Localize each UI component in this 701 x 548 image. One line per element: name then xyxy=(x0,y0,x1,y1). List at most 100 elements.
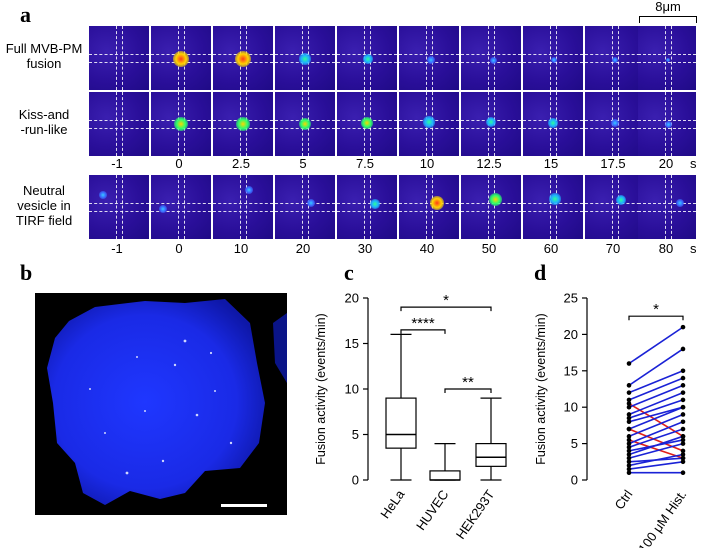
y-tick-label: 20 xyxy=(345,291,359,306)
point-hist xyxy=(680,390,686,395)
category-label: Ctrl xyxy=(612,487,636,512)
pair-segment xyxy=(628,326,684,365)
time-tick-1: 15 xyxy=(543,156,559,171)
point-ctrl xyxy=(626,426,632,432)
frame-tile xyxy=(638,175,696,239)
point-ctrl xyxy=(626,419,632,425)
crosshair-line xyxy=(89,62,149,63)
time-unit: s xyxy=(690,156,697,171)
significance-bracket: * xyxy=(628,301,684,321)
time-tick-2: 60 xyxy=(543,241,559,256)
crosshair-line xyxy=(184,175,185,239)
crosshair-line xyxy=(550,175,551,239)
point-ctrl xyxy=(626,463,632,468)
pair-segment xyxy=(628,370,684,394)
category-label: HeLa xyxy=(377,486,408,521)
point-hist xyxy=(680,470,686,476)
time-tick-1: 17.5 xyxy=(600,156,626,171)
pair-segment xyxy=(628,435,684,456)
point-ctrl xyxy=(626,452,632,457)
pair-line xyxy=(626,324,686,366)
pair-line xyxy=(626,470,686,476)
crosshair-line xyxy=(612,175,613,239)
y-tick-label: 5 xyxy=(571,436,578,451)
row-label-3: Neutral vesicle in TIRF field xyxy=(0,183,88,228)
frame-tile xyxy=(585,175,645,239)
frame-tile xyxy=(213,92,273,156)
crosshair-line xyxy=(523,128,583,129)
point-hist xyxy=(680,383,686,388)
box-iqr xyxy=(385,397,417,449)
point-hist xyxy=(680,452,686,457)
point-hist xyxy=(680,455,686,461)
panel-letter-c: c xyxy=(344,260,354,285)
vesicle-spot xyxy=(158,204,168,214)
crosshair-line xyxy=(337,211,397,212)
time-tick-2: 70 xyxy=(605,241,621,256)
crosshair-line xyxy=(122,26,123,90)
pair-line xyxy=(626,390,686,417)
point-ctrl xyxy=(626,390,632,395)
category-label: HEK293T xyxy=(453,487,498,542)
frame-tile xyxy=(89,92,149,156)
frame-tile xyxy=(523,92,583,156)
point-hist xyxy=(680,412,686,417)
crosshair-line xyxy=(275,211,335,212)
time-tick-1: 12.5 xyxy=(476,156,502,171)
cell-fluorescence xyxy=(47,299,287,507)
point-ctrl xyxy=(626,404,632,410)
time-tick-1: 20 xyxy=(658,156,674,171)
crosshair-line xyxy=(399,128,459,129)
scale-bar-bracket xyxy=(639,16,697,23)
crosshair-line xyxy=(399,211,459,212)
vesicle-spot xyxy=(665,57,671,63)
pair-segment xyxy=(628,384,684,408)
bracket-line xyxy=(400,329,446,334)
y-tick-label: 0 xyxy=(571,473,578,488)
point-hist xyxy=(680,434,686,439)
pair-segment xyxy=(628,461,684,470)
crosshair-line xyxy=(638,54,696,55)
significance-bracket: ** xyxy=(444,374,492,393)
crosshair-line xyxy=(399,203,459,204)
frame-tile xyxy=(461,92,521,156)
time-tick-1: 5 xyxy=(299,156,307,171)
vesicle-spot xyxy=(675,198,685,208)
point-ctrl xyxy=(626,401,632,406)
pair-line xyxy=(626,426,686,450)
frame-tile xyxy=(399,26,459,90)
frame-tile xyxy=(337,175,397,239)
frame-tile xyxy=(151,26,211,90)
point-hist xyxy=(680,437,686,443)
point-ctrl xyxy=(626,448,632,454)
point-ctrl xyxy=(626,437,632,443)
row-label-line: -run-like xyxy=(20,122,68,137)
bracket-line xyxy=(444,388,492,393)
y-tick-label: 15 xyxy=(345,336,359,351)
vesicle-spot xyxy=(363,54,373,64)
significance-bracket: * xyxy=(400,292,492,312)
crosshair-line xyxy=(302,175,303,239)
crosshair-line xyxy=(638,62,696,63)
scale-bar-label: 8μm xyxy=(655,0,681,14)
crosshair-line xyxy=(550,26,551,90)
crosshair-line xyxy=(178,175,179,239)
time-tick-2: 50 xyxy=(481,241,497,256)
y-axis-label: Fusion activity (events/min) xyxy=(314,313,328,464)
frame-tile xyxy=(213,175,273,239)
frame-tile xyxy=(399,92,459,156)
y-tick-label: 10 xyxy=(564,400,578,415)
row-label-line: Neutral xyxy=(23,183,65,198)
box-iqr xyxy=(429,470,461,481)
pair-line xyxy=(626,346,686,388)
vesicle-spot xyxy=(549,193,561,205)
frame-tile xyxy=(461,175,521,239)
crosshair-line xyxy=(246,175,247,239)
vesicle-spot xyxy=(361,117,373,129)
y-tick-label: 25 xyxy=(564,291,578,306)
box-hek293t xyxy=(475,397,507,481)
crosshair-line xyxy=(116,175,117,239)
pair-segment xyxy=(628,391,684,416)
vesicle-spot xyxy=(488,192,502,206)
pair-line xyxy=(626,434,686,457)
